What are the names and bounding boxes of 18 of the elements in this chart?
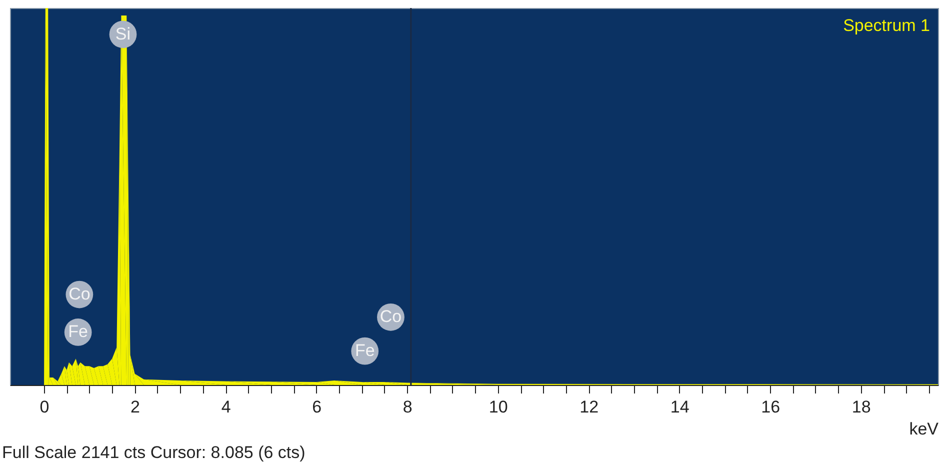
text: Spectrum 1 [843,16,930,35]
x-tick-label: 10 [488,398,508,416]
x-axis-title: keV [909,420,940,438]
text: Full Scale 2141 cts Cursor: 8.085 (6 cts) [2,443,306,462]
x-tick-label: 0 [40,398,50,416]
x-tick-label: 4 [221,398,231,416]
x-tick-label: 8 [402,398,412,416]
annotation: Si [115,24,131,44]
x-tick-label: 14 [670,398,690,416]
x-tick-label: 6 [312,398,322,416]
annotation: Co [68,284,90,304]
x-tick-label: 16 [761,398,780,416]
x-tick-label: 12 [580,398,599,416]
annotation: Fe [68,322,88,342]
x-tick-label: 2 [130,398,140,416]
x-tick-label: 18 [852,398,871,416]
annotation: Fe [354,341,375,360]
annotation: Co [380,307,402,326]
